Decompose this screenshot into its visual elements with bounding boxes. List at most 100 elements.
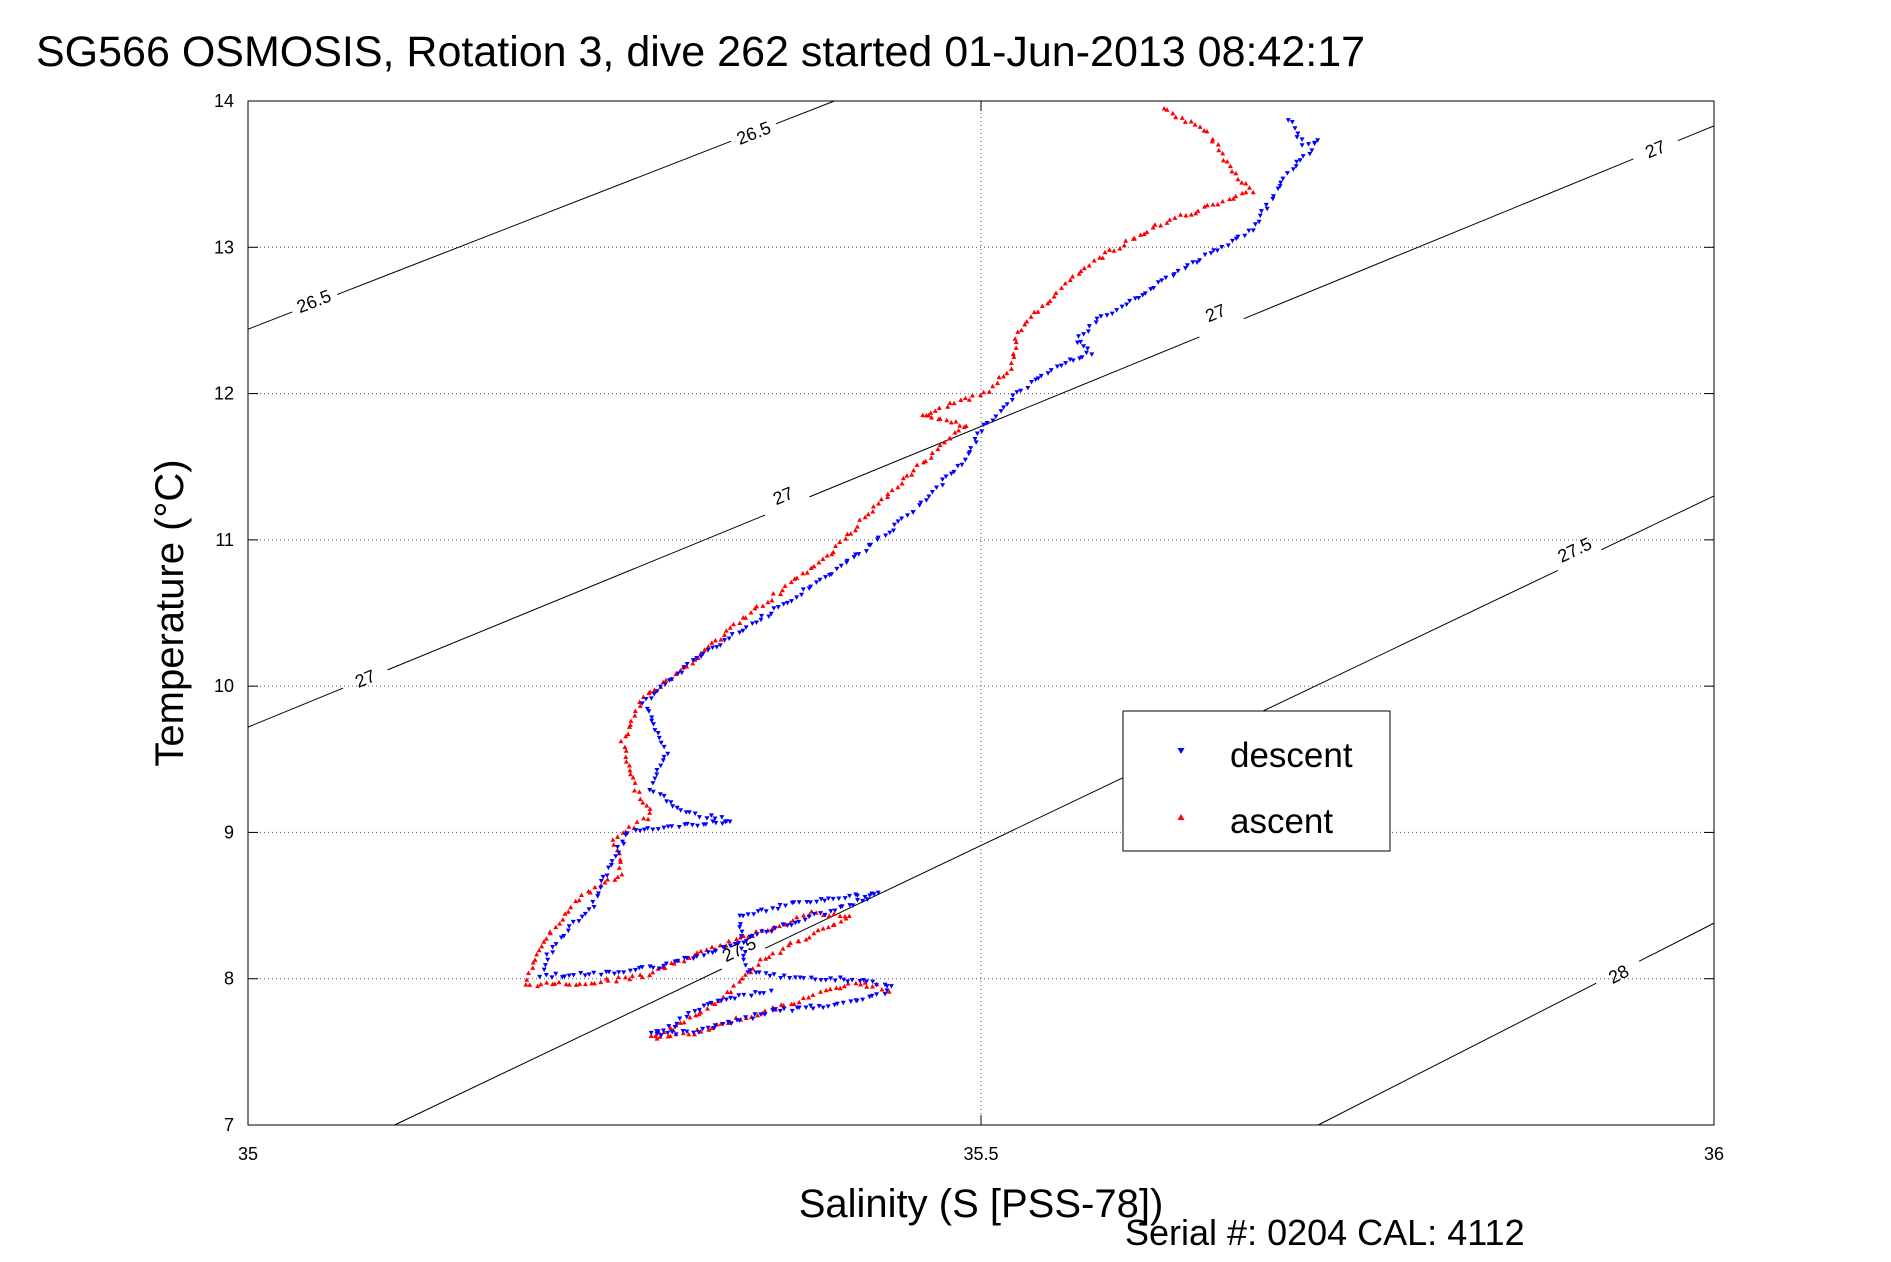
ascent-point bbox=[671, 961, 677, 966]
descent-point bbox=[749, 621, 755, 627]
descent-point bbox=[696, 815, 702, 820]
descent-point bbox=[874, 992, 880, 997]
descent-point bbox=[591, 970, 597, 976]
ascent-point bbox=[592, 884, 598, 890]
ascent-point bbox=[644, 803, 650, 808]
descent-point bbox=[741, 957, 747, 963]
descent-point bbox=[741, 992, 747, 998]
ascent-point bbox=[737, 979, 743, 984]
ascent-point bbox=[760, 603, 766, 608]
ascent-point bbox=[602, 880, 608, 885]
descent-point bbox=[1280, 176, 1286, 182]
ascent-point bbox=[619, 871, 625, 877]
ascent-point bbox=[841, 983, 847, 989]
ascent-point bbox=[539, 943, 545, 949]
descent-point bbox=[1278, 180, 1284, 186]
descent-point bbox=[571, 973, 577, 978]
ascent-point bbox=[806, 934, 812, 940]
ascent-point bbox=[625, 731, 631, 737]
descent-point bbox=[712, 1023, 718, 1028]
ascent-point bbox=[843, 536, 849, 541]
ascent-point bbox=[862, 980, 868, 985]
descent-point bbox=[1132, 296, 1138, 301]
ascent-point bbox=[1130, 236, 1136, 241]
ascent-point bbox=[543, 936, 549, 941]
descent-point bbox=[745, 970, 751, 975]
ascent-point bbox=[778, 591, 784, 597]
ascent-point bbox=[823, 987, 829, 993]
descent-point bbox=[660, 758, 666, 763]
descent-point bbox=[888, 984, 894, 989]
descent-point bbox=[882, 991, 888, 997]
ascent-point bbox=[530, 960, 536, 965]
descent-point bbox=[666, 678, 672, 683]
descent-point bbox=[586, 972, 592, 977]
ascent-point bbox=[634, 819, 640, 824]
descent-point bbox=[806, 586, 812, 591]
descent-point bbox=[633, 967, 639, 973]
descent-point bbox=[700, 651, 706, 657]
descent-point bbox=[781, 973, 787, 979]
descent-point bbox=[734, 1018, 740, 1023]
descent-point bbox=[737, 922, 743, 927]
ascent-point bbox=[900, 475, 906, 481]
ascent-point bbox=[742, 972, 748, 977]
descent-point bbox=[845, 979, 851, 984]
descent-point bbox=[817, 577, 823, 583]
descent-point bbox=[828, 976, 834, 981]
ascent-point bbox=[794, 914, 800, 920]
descent-point bbox=[598, 972, 604, 978]
legend-box bbox=[1122, 710, 1391, 852]
descent-point bbox=[696, 1030, 702, 1035]
ascent-point bbox=[781, 1002, 787, 1008]
ascent-point bbox=[966, 397, 972, 402]
descent-point bbox=[917, 503, 923, 508]
ascent-point bbox=[686, 1031, 692, 1037]
descent-point bbox=[684, 1014, 690, 1020]
ascent-point bbox=[820, 556, 826, 561]
descent-point bbox=[657, 684, 663, 690]
descent-point bbox=[1081, 344, 1087, 349]
descent-point bbox=[962, 457, 968, 463]
ascent-point bbox=[811, 563, 817, 569]
ascent-point bbox=[1008, 366, 1014, 371]
ascent-point bbox=[1188, 119, 1194, 124]
descent-point bbox=[762, 1012, 768, 1017]
descent-point bbox=[661, 825, 667, 831]
ascent-point bbox=[615, 974, 621, 980]
ascent-point bbox=[837, 539, 843, 544]
ascent-point bbox=[527, 982, 533, 987]
descent-point bbox=[972, 436, 978, 442]
ascent-point bbox=[637, 703, 643, 708]
descent-point bbox=[738, 934, 744, 939]
ascent-point bbox=[944, 417, 950, 423]
descent-point bbox=[990, 418, 996, 424]
descent-point bbox=[751, 912, 757, 917]
descent-point bbox=[741, 940, 747, 946]
descent-point bbox=[850, 903, 856, 908]
descent-point bbox=[1079, 355, 1085, 360]
descent-point bbox=[684, 1029, 690, 1035]
descent-point bbox=[848, 999, 854, 1004]
descent-point bbox=[652, 728, 658, 733]
descent-point bbox=[981, 422, 987, 428]
ascent-point bbox=[808, 565, 814, 570]
ascent-point bbox=[1227, 163, 1233, 169]
ascent-point bbox=[928, 455, 934, 460]
descent-point bbox=[808, 1003, 814, 1009]
descent-point bbox=[1250, 228, 1256, 233]
descent-point bbox=[1219, 244, 1225, 250]
descent-point bbox=[785, 923, 791, 928]
descent-point bbox=[828, 909, 834, 914]
ascent-point bbox=[1246, 185, 1252, 190]
descent-point bbox=[823, 977, 829, 983]
descent-point bbox=[726, 636, 732, 641]
ascent-point bbox=[870, 508, 876, 514]
legend-descent-label: descent bbox=[1230, 736, 1353, 775]
ascent-point bbox=[1172, 215, 1178, 220]
ascent-point bbox=[1243, 181, 1249, 186]
legend-descent-marker bbox=[1177, 748, 1185, 754]
descent-point bbox=[578, 971, 584, 976]
ascent-point bbox=[865, 511, 871, 517]
ascent-point bbox=[605, 978, 611, 983]
